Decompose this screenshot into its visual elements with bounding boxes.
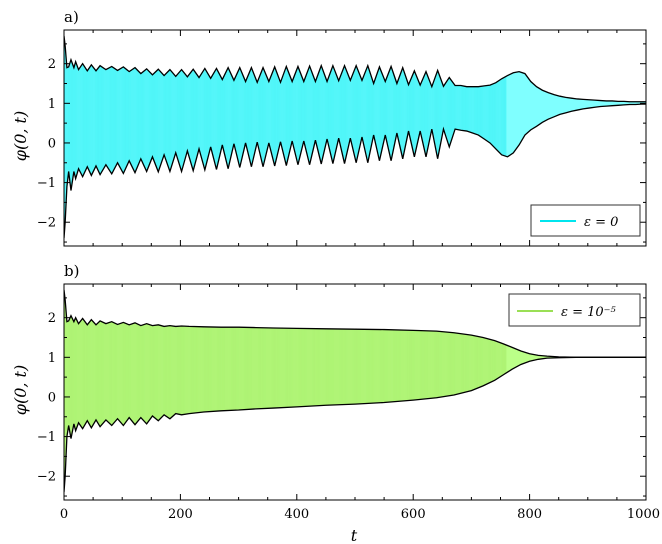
- panel-b-lower-envelope: [64, 356, 646, 493]
- panel-b-series-clip-group: [64, 289, 646, 493]
- panel-a-oscillation-lines: [64, 40, 507, 231]
- panel-a-lower-envelope: [64, 103, 646, 239]
- panel-b-oscillation-lines: [64, 294, 507, 485]
- panel-b-x-tick-label: 0: [60, 507, 68, 522]
- panel-a-y-tick-label: 0: [48, 136, 56, 151]
- panel-a-legend-label: ε = 0: [584, 215, 618, 230]
- panel-b-legend: ε = 10⁻⁵: [508, 293, 641, 327]
- panel-a-label: a): [64, 8, 79, 26]
- panel-b-plot-area: −2 −1 0 1 2 0 200 400 600 800 1000: [37, 283, 660, 522]
- panel-b-x-tick-label: 1000: [627, 507, 660, 522]
- panel-b-x-tick-label: 200: [168, 507, 193, 522]
- panel-b-label: b): [64, 262, 79, 280]
- panel-a-legend: ε = 0: [530, 204, 641, 237]
- panel-b-ylabel: φ(0, t): [11, 365, 30, 415]
- panel-b-y-tick-label: −2: [37, 470, 56, 485]
- panel-b-x-tick-label: 800: [517, 507, 542, 522]
- panel-a: a) φ(0, t) −2 −1 0 1 2 ε = 0: [11, 8, 647, 247]
- panel-b-xlabel: t: [351, 526, 358, 544]
- panel-b-x-tick-label: 400: [284, 507, 309, 522]
- panel-b-y-tick-label: −1: [37, 430, 56, 445]
- panel-b-legend-label: ε = 10⁻⁵: [561, 305, 617, 320]
- panel-a-series-clip-group: [64, 35, 646, 239]
- panel-b-x-tick-label: 600: [401, 507, 426, 522]
- panel-b-upper-envelope: [64, 289, 646, 358]
- panel-a-y-tick-label: −1: [37, 176, 56, 191]
- panel-b-y-tick-label: 0: [48, 390, 56, 405]
- panel-a-y-tick-label: 1: [48, 97, 56, 112]
- panel-b: b) φ(0, t) −2 −1 0 1 2 0 200 400 600 800 1000 ε = …: [11, 262, 660, 544]
- panel-a-y-tick-label: −2: [37, 216, 56, 231]
- panel-b-y-tick-label: 1: [48, 351, 56, 366]
- panel-a-upper-envelope: [64, 35, 646, 103]
- panel-a-ylabel: φ(0, t): [11, 111, 30, 161]
- panel-b-y-tick-label: 2: [48, 311, 56, 326]
- panel-a-y-tick-label: 2: [48, 57, 56, 72]
- panel-a-plot-area: −2 −1 0 1 2: [37, 29, 647, 247]
